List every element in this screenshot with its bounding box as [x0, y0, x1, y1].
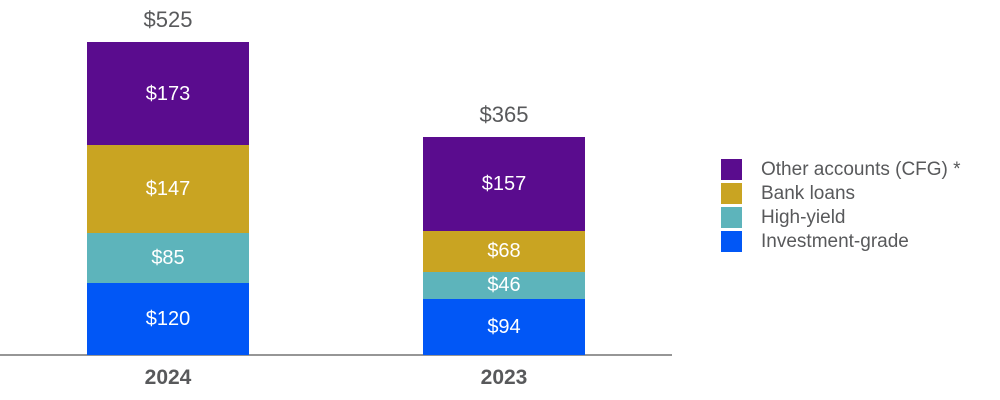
- bar-segment-other-accounts-cfg-2024: $173: [87, 42, 249, 146]
- segment-value-label: $68: [487, 240, 521, 263]
- legend-label: High-yield: [761, 207, 846, 228]
- segment-value-label: $85: [151, 247, 185, 270]
- legend-swatch-investment-grade: [721, 231, 742, 252]
- legend-item-investment-grade: Investment-grade: [721, 231, 961, 252]
- legend-label: Bank loans: [761, 183, 856, 204]
- x-axis-line: [0, 354, 672, 356]
- legend-swatch-other-accounts-cfg: [721, 159, 742, 180]
- bar-total-label-2023: $365: [479, 102, 529, 128]
- x-axis-label-2023: 2023: [480, 366, 528, 389]
- bar-segment-high-yield-2024: $85: [87, 232, 249, 284]
- segment-value-label: $120: [145, 308, 191, 331]
- segment-value-label: $94: [487, 315, 521, 338]
- segment-value-label: $173: [145, 82, 191, 105]
- bar-segment-investment-grade-2023: $94: [423, 298, 585, 355]
- legend-item-high-yield: High-yield: [721, 207, 961, 228]
- bar-total-label-2024: $525: [143, 7, 193, 32]
- legend-label: Investment-grade: [761, 231, 909, 252]
- segment-value-label: $157: [481, 173, 527, 196]
- legend-label: Other accounts (CFG) *: [761, 159, 961, 180]
- bar-segment-bank-loans-2024: $147: [87, 145, 249, 233]
- segment-value-label: $46: [487, 274, 521, 297]
- legend-swatch-bank-loans: [721, 183, 742, 204]
- legend-item-bank-loans: Bank loans: [721, 183, 961, 204]
- bar-segment-bank-loans-2023: $68: [423, 230, 585, 272]
- bar-segment-investment-grade-2024: $120: [87, 283, 249, 355]
- bar-segment-other-accounts-cfg-2023: $157: [423, 137, 585, 231]
- legend-item-other-accounts-cfg: Other accounts (CFG) *: [721, 159, 961, 180]
- x-axis-label-2024: 2024: [144, 366, 192, 389]
- legend: Other accounts (CFG) * Bank loans High-yie…: [721, 159, 961, 255]
- legend-swatch-high-yield: [721, 207, 742, 228]
- segment-value-label: $147: [145, 177, 191, 200]
- bar-segment-high-yield-2023: $46: [423, 271, 585, 299]
